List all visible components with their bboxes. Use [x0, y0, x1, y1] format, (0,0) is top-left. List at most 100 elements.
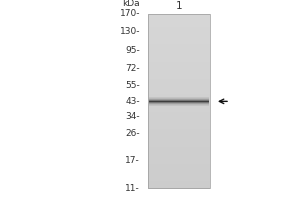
Bar — [148, 79, 210, 82]
Text: 17-: 17- — [125, 156, 140, 165]
Bar — [148, 71, 210, 73]
Text: 11-: 11- — [125, 184, 140, 193]
Bar — [148, 118, 210, 121]
Bar — [148, 144, 210, 147]
Bar — [148, 66, 210, 69]
Text: 130-: 130- — [119, 27, 140, 36]
Bar — [148, 29, 210, 32]
Bar — [148, 155, 210, 158]
Bar — [148, 16, 210, 19]
Bar — [148, 134, 210, 136]
Bar — [148, 179, 210, 182]
Bar — [148, 55, 210, 58]
Bar — [148, 81, 210, 84]
Bar — [148, 42, 210, 45]
Bar — [148, 173, 210, 175]
Bar — [148, 129, 210, 132]
Bar — [148, 149, 210, 152]
Bar — [148, 162, 210, 165]
Text: 55-: 55- — [125, 81, 140, 90]
Bar — [148, 158, 210, 160]
Bar — [148, 68, 210, 71]
Bar — [148, 125, 210, 128]
Bar — [148, 97, 210, 99]
Bar — [148, 151, 210, 154]
Bar — [148, 49, 210, 51]
Bar — [148, 64, 210, 67]
Bar — [148, 75, 210, 78]
Bar — [148, 175, 210, 178]
Bar — [148, 25, 210, 28]
Bar — [148, 60, 210, 62]
Text: kDa: kDa — [122, 0, 140, 8]
Bar — [148, 88, 210, 91]
Bar — [148, 77, 210, 80]
Bar — [148, 14, 210, 17]
Bar — [148, 142, 210, 145]
Bar — [148, 21, 210, 23]
Text: 72-: 72- — [125, 64, 140, 73]
Bar — [148, 166, 210, 169]
Bar — [148, 160, 210, 162]
Text: 1: 1 — [176, 1, 182, 11]
Bar — [148, 73, 210, 75]
Text: 95-: 95- — [125, 46, 140, 55]
Bar — [148, 164, 210, 167]
Bar — [149, 105, 209, 106]
Bar — [148, 184, 210, 186]
Bar — [148, 38, 210, 41]
Bar — [148, 127, 210, 130]
Bar — [149, 100, 209, 101]
Bar — [148, 140, 210, 143]
Bar — [149, 97, 209, 98]
Bar — [148, 110, 210, 112]
Text: 26-: 26- — [125, 129, 140, 138]
Bar — [148, 14, 210, 188]
Bar — [148, 62, 210, 65]
Bar — [148, 153, 210, 156]
Bar — [149, 102, 209, 103]
Bar — [148, 40, 210, 43]
Bar — [148, 116, 210, 119]
Bar — [148, 86, 210, 88]
Bar — [149, 99, 209, 100]
Bar — [148, 181, 210, 184]
Bar — [148, 147, 210, 149]
Bar — [149, 101, 209, 102]
Bar — [148, 18, 210, 21]
Bar — [148, 177, 210, 180]
Text: 34-: 34- — [125, 112, 140, 121]
Bar — [148, 168, 210, 171]
Bar — [148, 34, 210, 36]
Bar — [148, 47, 210, 49]
Bar — [148, 92, 210, 95]
Bar — [148, 99, 210, 102]
Bar — [148, 53, 210, 56]
Bar — [148, 58, 210, 60]
Bar — [148, 105, 210, 108]
Bar — [148, 103, 210, 106]
Bar — [148, 90, 210, 93]
Bar — [148, 186, 210, 189]
Bar — [148, 44, 210, 47]
Bar — [148, 31, 210, 34]
Bar — [149, 98, 209, 99]
Bar — [148, 121, 210, 123]
Bar — [148, 36, 210, 38]
Bar — [148, 123, 210, 125]
Bar — [149, 103, 209, 104]
Bar — [148, 101, 210, 104]
Bar — [148, 23, 210, 25]
Text: 170-: 170- — [119, 9, 140, 18]
Text: 43-: 43- — [125, 97, 140, 106]
Bar — [148, 51, 210, 54]
Bar — [148, 108, 210, 110]
Bar — [148, 131, 210, 134]
Bar — [148, 136, 210, 138]
Bar — [148, 84, 210, 86]
Bar — [148, 112, 210, 115]
Bar — [148, 138, 210, 141]
Bar — [148, 171, 210, 173]
Bar — [148, 114, 210, 117]
Bar — [148, 94, 210, 97]
